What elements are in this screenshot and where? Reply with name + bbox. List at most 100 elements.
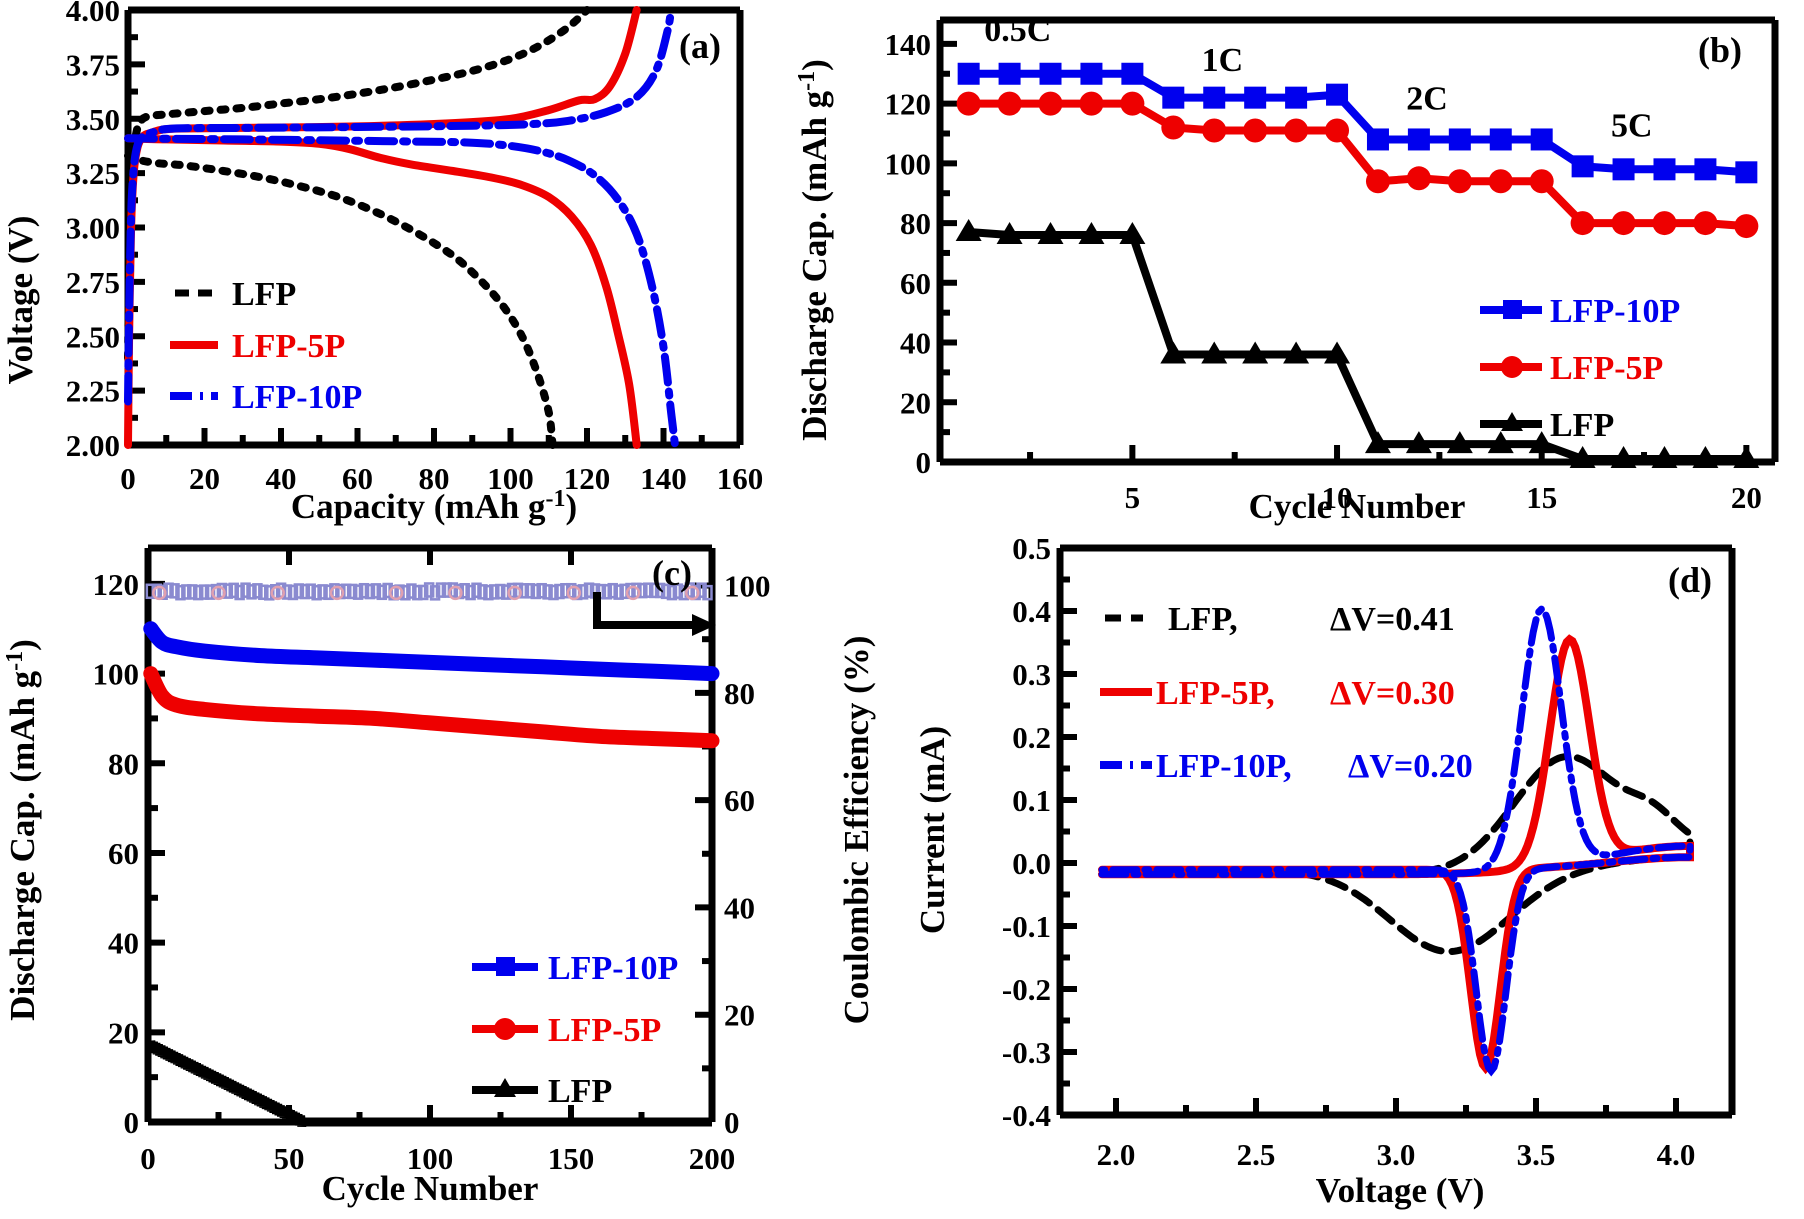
panel-d-y-tick-label: -0.4 (1002, 1098, 1051, 1133)
legend-label-lfp-5p: LFP-5P (232, 328, 345, 365)
panel-c-x-tick-label: 0 (140, 1141, 156, 1176)
panel-d-x-tick-label: 2.5 (1237, 1137, 1276, 1172)
panel-b-marker (1120, 92, 1144, 116)
legend-label-lfp: LFP (548, 1073, 612, 1110)
panel-d-y-tick-labels: -0.4 -0.3 -0.2 -0.1 0.0 0.1 0.2 0.3 0.4 0.5 (1002, 531, 1051, 1133)
panel-c-y-tick-label: 80 (108, 746, 139, 781)
panel-b-marker (1039, 92, 1063, 116)
panel-b-y-tick-label: 0 (916, 445, 932, 480)
panel-b-curve-lfp (969, 232, 1747, 459)
panel-a-legend: LFP LFP-5P LFP-10P (170, 276, 362, 416)
panel-b-label: (b) (1698, 30, 1742, 70)
panel-c-y-tick-label: 0 (124, 1105, 140, 1140)
panel-a-curve-lfp-5p-charge (128, 10, 637, 445)
panel-b-marker (1366, 169, 1390, 193)
panel-b-marker (958, 63, 980, 85)
panel-b-marker (1243, 119, 1267, 143)
legend-label-lfp: LFP (232, 276, 296, 313)
panel-a-y-tick-label: 3.50 (66, 102, 120, 137)
panel-c-x-axis-title: Cycle Number (322, 1169, 539, 1208)
panel-d-x-tick-label: 2.0 (1097, 1137, 1136, 1172)
panel-b-rate-annotation: 0.5C (984, 12, 1051, 49)
panel-b-marker (1449, 128, 1471, 150)
panel-c-y-axis-title: Discharge Cap. (mAh g-1) (2, 639, 42, 1021)
panel-d: Current (mA) -0.4 -0.3 -0.2 -0.1 0.0 0.1 0.2 0.… (900, 530, 1804, 1219)
panel-b-marker (1285, 87, 1307, 109)
panel-d-legend: LFP, ΔV=0.41 LFP-5P, ΔV=0.30 LFP-10P, ΔV… (1100, 601, 1473, 785)
panel-b-y-tick-label: 120 (885, 87, 932, 122)
panel-c-y-tick-label: 40 (108, 926, 139, 961)
panel-b: Discharge Cap. (mAh g-1) 0 20 40 60 80 100 120… (790, 0, 1804, 530)
panel-d-y-tick-label: -0.1 (1002, 909, 1051, 944)
panel-b-x-tick-label: 5 (1125, 480, 1141, 515)
panel-b-marker (1367, 128, 1389, 150)
panel-c-y-tick-labels: 020406080100120 (93, 567, 140, 1140)
panel-b-marker (998, 92, 1022, 116)
panel-d-x-tick-labels: 2.0 2.5 3.0 3.5 4.0 (1097, 1137, 1696, 1172)
panel-b-marker (1161, 116, 1185, 140)
panel-d-y-tick-label: 0.5 (1012, 531, 1051, 566)
panel-b-marker (1080, 63, 1102, 85)
panel-a-x-tick-label: 160 (717, 461, 764, 496)
panel-c-x-tick-label: 50 (274, 1141, 305, 1176)
panel-b-y-tick-label: 60 (900, 266, 931, 301)
legend-marker-circle (1501, 356, 1523, 378)
panel-c-curve-lfp-5p (151, 674, 712, 741)
panel-d-y-tick-label: -0.2 (1002, 972, 1051, 1007)
panel-b-rate-annotation: 5C (1611, 107, 1653, 144)
panel-a-y-tick-label: 2.00 (66, 428, 120, 463)
panel-a-y-tick-label: 4.00 (66, 0, 120, 28)
panel-b-y-tick-label: 40 (900, 326, 931, 361)
panel-b-marker (1652, 211, 1676, 235)
panel-c-curve-lfp-10p (151, 629, 712, 674)
panel-b-y-tick-label: 20 (900, 385, 931, 420)
panel-c-y-tick-label: 120 (93, 567, 140, 602)
panel-b-marker (1121, 63, 1143, 85)
panel-b-marker (999, 63, 1021, 85)
panel-d-x-tick-label: 3.0 (1377, 1137, 1416, 1172)
legend-label-lfp-10p: LFP-10P, (1156, 748, 1292, 785)
panel-b-marker (1490, 128, 1512, 150)
panel-a: Voltage (V) 2.00 2.25 2.50 2.75 3.00 3.25 3.50… (0, 0, 790, 530)
panel-c-y-tick-labels-right: 020406080100 (724, 569, 771, 1140)
panel-a-y-tick-labels: 2.002.252.502.753.003.253.503.754.00 (66, 0, 120, 463)
legend-value-lfp: ΔV=0.41 (1330, 601, 1455, 638)
panel-c-x-tick-label: 150 (548, 1141, 595, 1176)
panel-c-y-tick-label-right: 0 (724, 1105, 740, 1140)
legend-label-lfp-10p: LFP-10P (548, 950, 678, 987)
legend-label-lfp-5p: LFP-5P (548, 1012, 661, 1049)
legend-marker-square (1503, 300, 1522, 319)
panel-b-marker (1734, 214, 1758, 238)
legend-value-lfp-10p: ΔV=0.20 (1348, 748, 1473, 785)
panel-b-y-tick-label: 140 (885, 27, 932, 62)
panel-b-y-axis-title: Discharge Cap. (mAh g-1) (794, 59, 834, 441)
legend-label-lfp-10p: LFP-10P (1550, 293, 1680, 330)
panel-b-marker (1612, 211, 1636, 235)
panel-b-rate-annotation: 1C (1202, 42, 1244, 79)
panel-b-y-tick-label: 80 (900, 206, 931, 241)
panel-d-y-tick-label: -0.3 (1002, 1035, 1051, 1070)
panel-a-x-tick-label: 20 (189, 461, 220, 496)
panel-c-y-tick-label: 60 (108, 836, 139, 871)
panel-a-axes-frame (128, 10, 740, 445)
panel-c-y-tick-label-right: 20 (724, 998, 755, 1033)
panel-c-x-tick-label: 200 (689, 1141, 736, 1176)
panel-b-marker (1326, 84, 1348, 106)
panel-b-y-tick-label: 100 (885, 146, 932, 181)
panel-a-label: (a) (679, 26, 721, 66)
panel-b-marker (1203, 87, 1225, 109)
panel-b-marker (1202, 119, 1226, 143)
panel-b-x-tick-label: 15 (1526, 480, 1557, 515)
panel-b-marker (957, 92, 981, 116)
panel-c-y-tick-label: 20 (108, 1015, 139, 1050)
panel-b-marker (1489, 169, 1513, 193)
panel-c-y-tick-label-right: 80 (724, 676, 755, 711)
panel-d-y-tick-label: 0.2 (1012, 720, 1051, 755)
panel-d-x-tick-label: 4.0 (1657, 1137, 1696, 1172)
panel-b-marker (1531, 128, 1553, 150)
panel-b-marker (1694, 158, 1716, 180)
legend-label-lfp-5p: LFP-5P, (1156, 675, 1275, 712)
panel-c-y-tick-label-right: 40 (724, 890, 755, 925)
panel-b-marker (1572, 155, 1594, 177)
panel-b-marker (1284, 119, 1308, 143)
